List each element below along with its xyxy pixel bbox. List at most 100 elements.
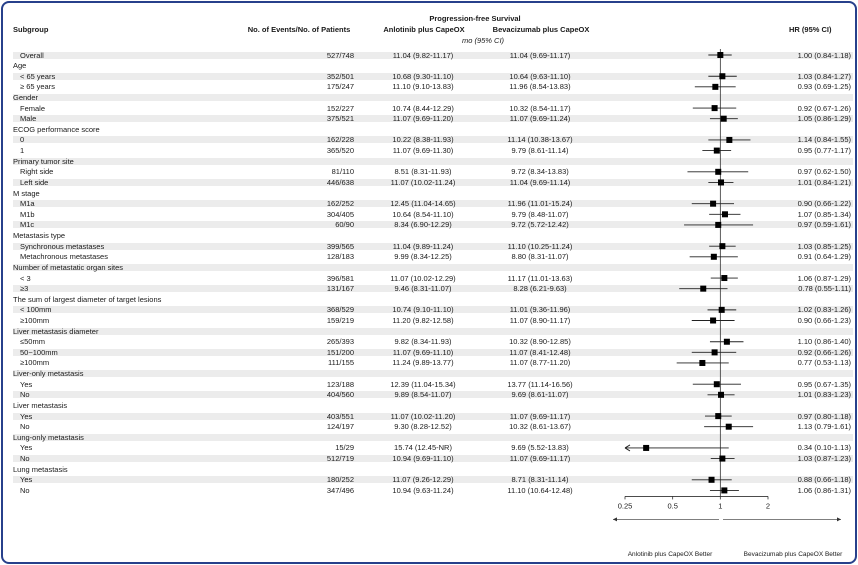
subgroup-label: No (20, 454, 30, 464)
hr-point (710, 200, 717, 207)
row-band (13, 51, 853, 59)
bevacizumab-pfs-value: 11.04 (9.69-11.17) (509, 50, 571, 60)
bevacizumab-pfs-value: 9.79 (8.48-11.07) (511, 209, 569, 219)
group-header: Gender (13, 92, 39, 102)
favors-bevacizumab-label: Bevacizumab plus CapeOX Better (743, 551, 843, 558)
anlotinib-pfs-value: 8.34 (6.90-12.29) (394, 220, 452, 230)
anlotinib-pfs-value: 11.10 (9.10-13.83) (392, 82, 454, 92)
hr-value: 0.93 (0.69-1.25) (797, 82, 851, 92)
bevacizumab-pfs-value: 11.07 (8.90-11.17) (509, 316, 571, 325)
hr-value: 1.00 (0.84-1.18) (797, 50, 851, 60)
events-value: 81/110 (331, 167, 354, 177)
row-band (13, 412, 853, 420)
anlotinib-pfs-value: 11.07 (9.69-11.30) (392, 146, 454, 156)
anlotinib-pfs-value: 9.46 (8.31-11.07) (394, 284, 452, 294)
favors-anlotinib-label: Anlotinib plus CapeOX Better (627, 551, 713, 558)
x-tick-label: 1 (718, 501, 722, 510)
subgroup-label: M1a (20, 199, 35, 209)
subgroup-label: < 65 years (20, 71, 56, 81)
subgroup-label: No (20, 485, 30, 495)
events-value: 399/565 (326, 241, 354, 251)
events-value: 304/405 (326, 209, 354, 219)
hr-point (710, 317, 717, 324)
bevacizumab-pfs-value: 9.72 (8.34-13.83) (511, 167, 569, 177)
subgroup-label: 0 (20, 135, 25, 145)
bevacizumab-pfs-value: 11.07 (9.69-11.24) (509, 114, 571, 124)
events-value: 512/719 (326, 454, 354, 464)
subgroup-label: Right side (20, 167, 54, 177)
hr-value: 0.92 (0.66-1.26) (797, 347, 851, 357)
subgroup-label: Left side (20, 177, 49, 187)
hr-point (721, 211, 728, 218)
hr-point (713, 147, 720, 154)
hr-point (700, 285, 707, 292)
hr-value: 1.14 (0.84-1.55) (797, 135, 851, 145)
anlotinib-pfs-value: 12.45 (11.04-14.65) (390, 199, 456, 209)
group-header: Lung metastasis (13, 464, 68, 474)
anlotinib-pfs-value: 10.74 (9.10-11.10) (392, 305, 454, 315)
hr-point (721, 487, 728, 494)
group-header: M stage (13, 188, 40, 198)
row-band (13, 263, 853, 271)
subgroup-label: < 100mm (20, 305, 52, 315)
events-value: 375/521 (326, 114, 354, 124)
hr-value: 1.01 (0.84-1.21) (797, 177, 851, 187)
row-band (13, 327, 853, 335)
events-value: 111/155 (328, 358, 354, 368)
bevacizumab-pfs-value: 11.07 (8.41-12.48) (509, 347, 571, 357)
subgroup-label: Yes (20, 475, 33, 485)
hr-value: 1.10 (0.86-1.40) (797, 337, 851, 347)
bevacizumab-pfs-value: 11.07 (8.77-11.20) (509, 358, 571, 368)
hr-value: 1.07 (0.85-1.34) (797, 209, 851, 219)
hr-value: 0.97 (0.59-1.61) (797, 220, 851, 230)
events-value: 15/29 (335, 443, 354, 453)
anlotinib-pfs-value: 10.22 (8.38-11.93) (392, 135, 454, 145)
events-value: 159/219 (326, 316, 354, 325)
hr-point (718, 391, 725, 398)
events-value: 180/252 (326, 475, 354, 485)
hr-point (715, 168, 722, 175)
anlotinib-pfs-value: 9.89 (8.54-11.07) (394, 390, 452, 400)
row-band (13, 157, 853, 165)
hr-point (715, 413, 722, 420)
bevacizumab-pfs-value: 9.69 (8.61-11.07) (511, 390, 569, 400)
anlotinib-pfs-value: 11.04 (9.82-11.17) (392, 50, 454, 60)
subgroup-label: No (20, 422, 30, 432)
anlotinib-pfs-value: 10.74 (8.44-12.29) (392, 103, 454, 113)
events-value: 131/167 (326, 284, 354, 294)
hr-value: 1.13 (0.79-1.61) (797, 422, 851, 432)
bevacizumab-pfs-value: 10.64 (9.63-11.10) (509, 71, 571, 81)
subgroup-label: M1c (20, 220, 35, 230)
events-value: 404/560 (326, 390, 354, 400)
events-value: 368/529 (326, 305, 354, 315)
events-value: 365/520 (326, 146, 354, 156)
anlotinib-pfs-value: 11.20 (9.82-12.58) (392, 316, 454, 325)
anlotinib-pfs-value: 11.24 (9.89-13.77) (392, 358, 454, 368)
subgroup-label: ≥ 65 years (20, 82, 55, 92)
events-value: 162/252 (326, 199, 354, 209)
group-header: Lung-only metastasis (13, 432, 84, 442)
x-tick-label: 0.5 (667, 501, 677, 510)
events-value: 352/501 (326, 71, 354, 81)
subgroup-label: Overall (20, 50, 44, 60)
anlotinib-pfs-value: 9.99 (8.34-12.25) (394, 252, 452, 262)
favors-left-arrowhead (613, 517, 617, 522)
hr-point (715, 221, 722, 228)
anlotinib-pfs-value: 9.82 (8.34-11.93) (394, 337, 452, 347)
anlotinib-pfs-value: 10.64 (8.54-11.10) (392, 209, 454, 219)
row-band (13, 221, 853, 229)
group-header: Liver metastasis (13, 400, 68, 410)
subgroup-label: Male (20, 114, 37, 124)
subgroup-label: No (20, 390, 30, 400)
subgroup-label: Synchronous metastases (20, 241, 105, 251)
anlotinib-pfs-value: 11.07 (10.02-11.20) (390, 411, 456, 421)
row-band (13, 433, 853, 441)
row-band (13, 242, 853, 250)
hr-point (720, 115, 727, 122)
row-band (13, 455, 853, 463)
anlotinib-pfs-value: 11.07 (9.69-11.20) (392, 114, 454, 124)
hr-value: 0.77 (0.53-1.13) (797, 358, 851, 368)
row-band (13, 348, 853, 356)
hr-point (710, 253, 717, 260)
